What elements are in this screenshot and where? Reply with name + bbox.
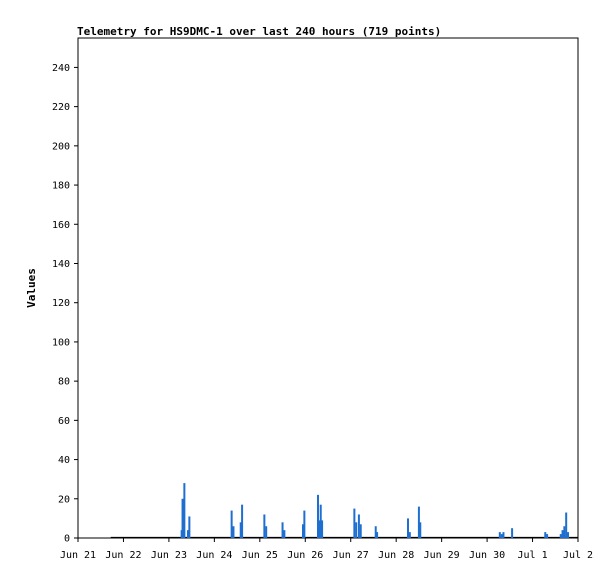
- x-tick-label: Jul 1: [517, 550, 547, 561]
- x-tick-label: Jun 24: [196, 550, 232, 561]
- x-tick-label: Jun 22: [105, 550, 141, 561]
- data-bar: [183, 483, 186, 538]
- x-tick-label: Jun 26: [287, 550, 323, 561]
- data-bar: [263, 514, 266, 538]
- y-tick-label: 140: [52, 259, 70, 270]
- y-tick-label: 180: [52, 181, 70, 192]
- y-tick-label: 200: [52, 141, 70, 152]
- data-bar: [188, 516, 191, 538]
- data-bar: [319, 504, 322, 538]
- data-bar: [563, 526, 566, 538]
- plot-frame: [77, 37, 579, 539]
- data-bar: [241, 504, 244, 538]
- data-bar: [303, 510, 306, 538]
- y-tick-label: 120: [52, 298, 70, 309]
- data-bar: [302, 524, 304, 538]
- x-tick-label: Jun 29: [424, 550, 460, 561]
- data-bar: [357, 514, 360, 538]
- data-bar: [317, 494, 319, 538]
- data-bar: [417, 506, 420, 538]
- data-bar: [407, 518, 409, 538]
- data-bar: [498, 532, 501, 538]
- data-bar: [359, 524, 362, 538]
- data-bar: [187, 530, 189, 538]
- y-tick-label: 220: [52, 102, 70, 113]
- data-bar: [544, 532, 547, 538]
- y-tick-label: 160: [52, 220, 70, 231]
- data-bar: [283, 530, 286, 538]
- data-bar: [374, 526, 377, 538]
- data-bar: [502, 532, 505, 538]
- x-tick-label: Jun 30: [469, 550, 505, 561]
- y-axis-label: Values: [25, 268, 38, 308]
- y-tick-label: 60: [58, 416, 70, 427]
- data-bar: [500, 534, 503, 538]
- data-bar: [230, 510, 233, 538]
- y-tick-label: 80: [58, 377, 70, 388]
- x-tick-label: Jul 2: [563, 550, 593, 561]
- data-bar: [239, 522, 242, 538]
- x-tick-label: Jun 28: [378, 550, 414, 561]
- data-bar: [281, 522, 284, 538]
- data-bar: [546, 534, 549, 538]
- y-tick-label: 20: [58, 494, 70, 505]
- y-tick-label: 0: [64, 534, 70, 545]
- data-bar: [559, 534, 562, 538]
- y-tick-label: 240: [52, 63, 70, 74]
- data-bar: [376, 532, 379, 538]
- x-axis: Jun 21 Jun 22 Jun 23 Jun 24 Jun 25 Jun 26 Jun …: [60, 538, 593, 561]
- x-tick-label: Jun 25: [242, 550, 278, 561]
- data-bar: [567, 532, 569, 538]
- chart-title: Telemetry for HS9DMC-1 over last 240 hou…: [77, 25, 441, 38]
- x-tick-label: Jun 21: [60, 550, 96, 561]
- data-bar: [355, 522, 358, 538]
- x-tick-label: Jun 27: [333, 550, 369, 561]
- data-bar: [265, 526, 268, 538]
- y-tick-label: 100: [52, 337, 70, 348]
- y-axis: 0 20 40 60 80 100 120 140 160 180 200 220 240: [52, 63, 78, 545]
- data-bar: [565, 512, 568, 538]
- data-bar: [419, 522, 422, 538]
- data-bar: [408, 532, 411, 538]
- data-bar: [353, 508, 356, 538]
- x-tick-label: Jun 23: [151, 550, 187, 561]
- data-bar: [318, 520, 321, 538]
- y-tick-label: 40: [58, 455, 70, 466]
- data-bar: [511, 528, 514, 538]
- data-bar: [232, 526, 235, 538]
- data-bar: [561, 530, 564, 538]
- series-bars: [180, 483, 569, 538]
- data-bar: [321, 520, 324, 538]
